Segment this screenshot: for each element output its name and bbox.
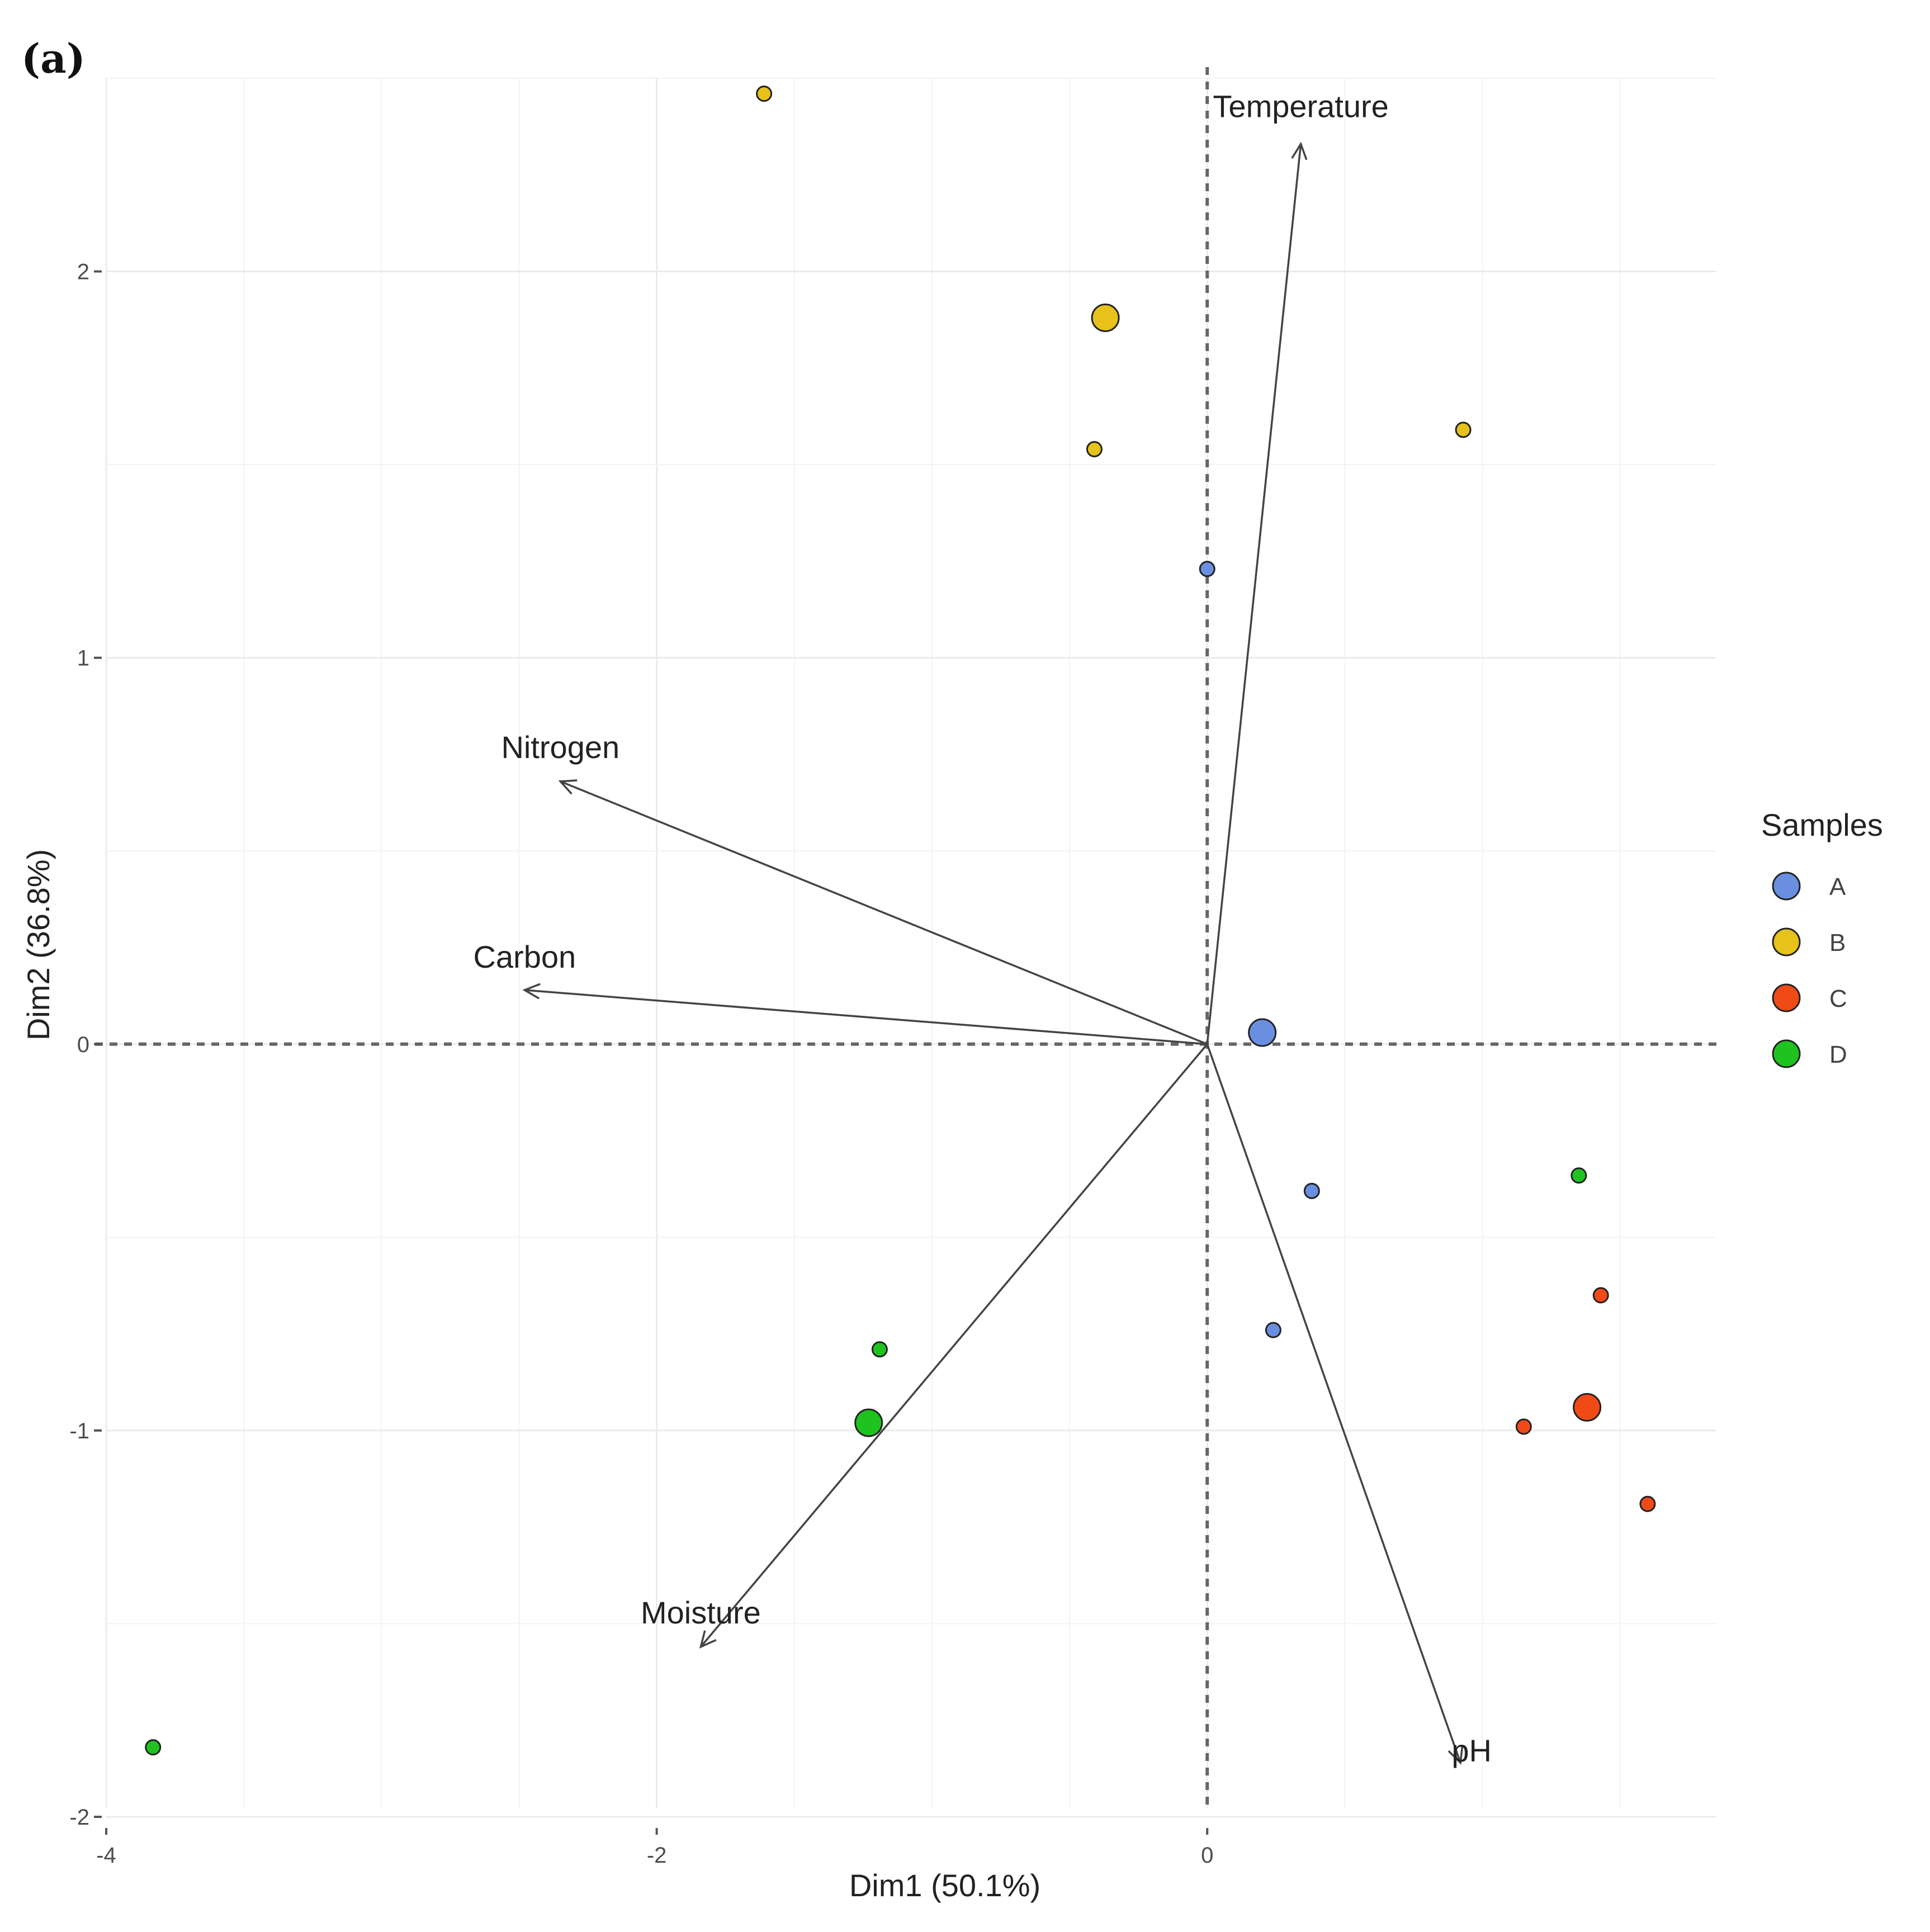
legend-label: A: [1829, 873, 1846, 901]
arrow-shaft: [700, 1043, 1208, 1648]
legend: Samples A B C D: [1761, 807, 1883, 1068]
sample-point: [1639, 1495, 1656, 1512]
y-tick-label: 1: [77, 646, 89, 671]
variable-label: pH: [1451, 1733, 1492, 1768]
legend-swatch: [1772, 927, 1801, 956]
x-tick-label: 0: [1201, 1843, 1213, 1868]
arrow-head: [1291, 141, 1308, 160]
arrow-head: [699, 1630, 717, 1649]
variable-arrow-carbon: Carbon: [473, 939, 1208, 1045]
series-c: [1515, 1287, 1656, 1512]
legend-title: Samples: [1761, 807, 1883, 842]
legend-swatch: [1772, 983, 1801, 1012]
variable-arrow-ph: pH: [1206, 1044, 1492, 1768]
series-b: [756, 86, 1472, 457]
variable-label: Moisture: [641, 1595, 761, 1630]
sample-point: [1265, 1322, 1281, 1338]
y-tick-label: 0: [77, 1033, 89, 1057]
group-centroid: [1091, 303, 1120, 332]
grid: [105, 78, 1716, 1818]
legend-entry-d: D: [1772, 1039, 1847, 1068]
sample-point: [871, 1341, 888, 1358]
group-centroid: [1248, 1018, 1277, 1047]
variable-label: Nitrogen: [501, 730, 619, 765]
sample-point: [1303, 1182, 1320, 1199]
y-axis-title: Dim2 (36.8%): [21, 849, 56, 1040]
y-tick-label: -2: [69, 1805, 89, 1830]
variable-arrow-temperature: Temperature: [1206, 88, 1389, 1044]
sample-point: [1086, 441, 1103, 457]
sample-point: [145, 1739, 162, 1756]
x-tick-label: -4: [96, 1843, 116, 1868]
legend-label: C: [1829, 985, 1847, 1012]
legend-entry-a: A: [1772, 872, 1846, 901]
variable-label: Carbon: [473, 939, 576, 974]
variable-arrow-moisture: Moisture: [641, 1043, 1208, 1649]
series-a: [1199, 561, 1320, 1338]
variable-label: Temperature: [1213, 88, 1388, 124]
legend-label: B: [1829, 929, 1846, 956]
sample-point: [1455, 422, 1472, 438]
sample-points: [145, 86, 1656, 1756]
arrow-shaft: [1206, 1044, 1461, 1763]
panel-label: (a): [21, 35, 86, 82]
x-axis-title: Dim1 (50.1%): [849, 1868, 1040, 1903]
sample-point: [1515, 1418, 1532, 1435]
series-d: [145, 1167, 1587, 1756]
group-centroid: [1573, 1393, 1602, 1422]
arrow-shaft: [524, 989, 1208, 1045]
group-centroid: [854, 1408, 883, 1437]
arrow-head: [522, 983, 541, 1000]
arrow-head: [1448, 1746, 1464, 1765]
sample-point: [1571, 1167, 1587, 1184]
legend-swatch: [1772, 872, 1801, 901]
variable-arrow-nitrogen: Nitrogen: [501, 730, 1208, 1045]
legend-entry-c: C: [1772, 983, 1847, 1012]
sample-point: [756, 86, 773, 102]
legend-entry-b: B: [1772, 927, 1846, 956]
legend-swatch: [1772, 1039, 1801, 1068]
arrow-head: [558, 779, 578, 795]
y-tick-label: 2: [77, 260, 89, 285]
legend-label: D: [1829, 1041, 1847, 1068]
sample-point: [1199, 561, 1215, 577]
arrow-shaft: [560, 780, 1208, 1045]
sample-point: [1592, 1287, 1609, 1304]
arrow-shaft: [1206, 144, 1302, 1044]
y-tick-label: -1: [69, 1419, 89, 1443]
reference-lines: [95, 67, 1722, 1808]
x-tick-label: -2: [647, 1843, 667, 1868]
axis-ticks: -4 -2 0 -2 -1 0 1 2: [69, 260, 1213, 1868]
variable-arrows: Temperature Nitrogen Carbon Moisture pH: [473, 88, 1491, 1768]
